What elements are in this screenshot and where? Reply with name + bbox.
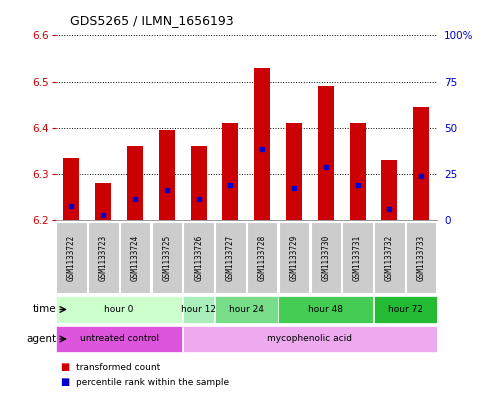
- Bar: [184, 222, 214, 293]
- Text: mycophenolic acid: mycophenolic acid: [268, 334, 353, 343]
- Bar: [95, 183, 111, 220]
- Text: percentile rank within the sample: percentile rank within the sample: [76, 378, 229, 387]
- Bar: [215, 296, 278, 323]
- Text: GSM1133727: GSM1133727: [226, 234, 235, 281]
- Bar: [127, 146, 143, 220]
- Bar: [215, 222, 246, 293]
- Text: ■: ■: [60, 362, 70, 373]
- Text: GSM1133726: GSM1133726: [194, 234, 203, 281]
- Bar: [278, 296, 373, 323]
- Bar: [374, 296, 437, 323]
- Text: GSM1133730: GSM1133730: [321, 234, 330, 281]
- Text: GSM1133729: GSM1133729: [289, 234, 298, 281]
- Text: hour 48: hour 48: [308, 305, 343, 314]
- Bar: [279, 222, 309, 293]
- Text: hour 24: hour 24: [229, 305, 264, 314]
- Text: GSM1133724: GSM1133724: [130, 234, 140, 281]
- Bar: [56, 296, 183, 323]
- Bar: [311, 222, 341, 293]
- Bar: [342, 222, 373, 293]
- Text: GSM1133725: GSM1133725: [162, 234, 171, 281]
- Text: GSM1133722: GSM1133722: [67, 234, 76, 281]
- Bar: [56, 222, 87, 293]
- Bar: [56, 326, 183, 352]
- Text: GSM1133732: GSM1133732: [385, 234, 394, 281]
- Bar: [286, 123, 302, 220]
- Bar: [413, 107, 429, 220]
- Bar: [247, 222, 278, 293]
- Text: hour 0: hour 0: [104, 305, 134, 314]
- Bar: [254, 68, 270, 220]
- Text: hour 72: hour 72: [388, 305, 423, 314]
- Bar: [63, 158, 79, 220]
- Text: hour 12: hour 12: [181, 305, 216, 314]
- Bar: [350, 123, 366, 220]
- Bar: [318, 86, 334, 220]
- Bar: [406, 222, 437, 293]
- Text: time: time: [32, 305, 56, 314]
- Text: GDS5265 / ILMN_1656193: GDS5265 / ILMN_1656193: [70, 15, 234, 28]
- Text: transformed count: transformed count: [76, 363, 160, 372]
- Bar: [120, 222, 150, 293]
- Text: ■: ■: [60, 377, 70, 387]
- Text: GSM1133728: GSM1133728: [258, 234, 267, 281]
- Bar: [183, 326, 437, 352]
- Bar: [88, 222, 118, 293]
- Bar: [382, 160, 398, 220]
- Text: GSM1133723: GSM1133723: [99, 234, 108, 281]
- Bar: [152, 222, 182, 293]
- Bar: [183, 296, 214, 323]
- Text: GSM1133733: GSM1133733: [417, 234, 426, 281]
- Bar: [159, 130, 175, 220]
- Bar: [374, 222, 405, 293]
- Text: untreated control: untreated control: [80, 334, 159, 343]
- Bar: [223, 123, 239, 220]
- Text: GSM1133731: GSM1133731: [353, 234, 362, 281]
- Bar: [191, 146, 207, 220]
- Text: agent: agent: [26, 334, 56, 344]
